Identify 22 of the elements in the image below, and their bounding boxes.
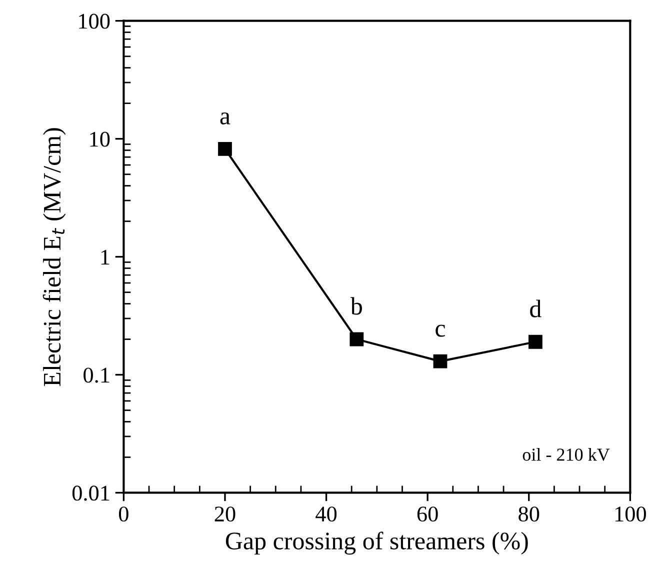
y-axis-title: Electric field E$_{t}$ (MV/cm) — [42, 128, 66, 386]
point — [350, 332, 364, 346]
point — [528, 334, 542, 349]
annotation: a — [220, 112, 230, 124]
y-tick-label: 0.1 — [84, 368, 110, 383]
x-axis-title: Gap crossing of streamers (%) — [226, 532, 528, 555]
annotation: c — [436, 324, 446, 337]
y-tick-label: 0.01 — [72, 486, 110, 501]
x-tick-label: 40 — [316, 506, 337, 522]
annotation: d — [530, 300, 542, 318]
x-tick-label: 0 — [118, 506, 128, 522]
x-tick-label: 100 — [615, 506, 646, 522]
x-tick-label: 20 — [214, 506, 236, 522]
annotation: oil - 210 kV — [522, 448, 610, 461]
y-tick-label: 10 — [90, 132, 110, 147]
annotation: b — [350, 297, 362, 315]
x-tick-label: 80 — [518, 506, 540, 522]
y-tick-label: 100 — [79, 14, 110, 29]
x-tick-label: 60 — [417, 506, 438, 522]
point — [218, 142, 232, 156]
point — [433, 354, 448, 368]
y-tick-label: 1 — [101, 250, 110, 264]
